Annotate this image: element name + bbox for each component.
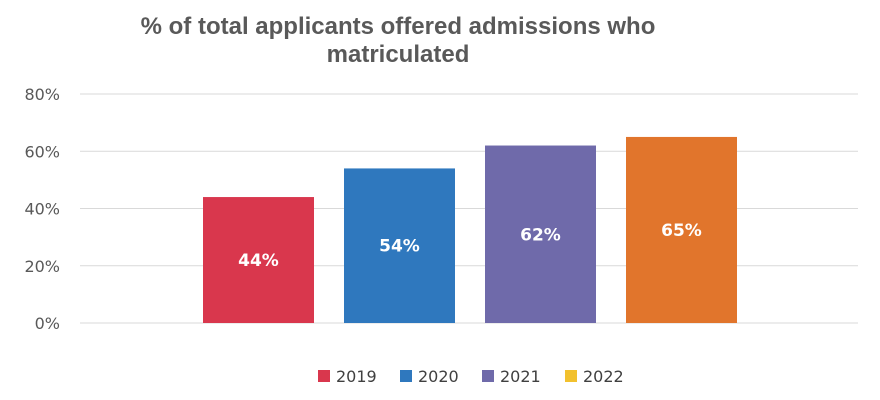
chart-title: % of total applicants offered admissions… <box>141 13 656 68</box>
legend-item-2021: 2021 <box>482 367 541 386</box>
y-tick-label: 0% <box>35 314 60 333</box>
gridlines <box>80 93 858 324</box>
legend-label: 2022 <box>583 367 624 386</box>
chart-title-line: % of total applicants offered admissions… <box>141 13 656 40</box>
bar-2021 <box>485 145 596 323</box>
legend-swatch <box>400 370 412 382</box>
chart-title-line: matriculated <box>327 41 470 68</box>
y-tick-label: 60% <box>24 142 60 161</box>
legend-item-2022: 2022 <box>565 367 624 386</box>
legend-swatch <box>565 370 577 382</box>
y-tick-label: 80% <box>24 85 60 104</box>
data-label: 44% <box>238 251 279 271</box>
data-label: 65% <box>661 221 702 241</box>
legend-swatch <box>318 370 330 382</box>
bar-2020 <box>344 168 455 323</box>
y-axis-tick-labels: 0% 20% 40% 60% 80% <box>24 85 60 333</box>
legend-item-2020: 2020 <box>400 367 459 386</box>
legend-item-2019: 2019 <box>318 367 377 386</box>
legend-swatch <box>482 370 494 382</box>
data-label: 62% <box>520 225 561 245</box>
data-label: 54% <box>379 237 420 257</box>
bars <box>203 136 737 323</box>
legend-label: 2020 <box>418 367 459 386</box>
legend-label: 2019 <box>336 367 377 386</box>
bar-2019 <box>203 197 314 323</box>
data-labels: 44% 54% 62% 65% <box>238 221 702 271</box>
bar-2022 <box>626 136 737 323</box>
y-tick-label: 40% <box>24 200 60 219</box>
y-tick-label: 20% <box>24 257 60 276</box>
legend-label: 2021 <box>500 367 541 386</box>
legend: 2019 2020 2021 2022 <box>318 367 624 386</box>
